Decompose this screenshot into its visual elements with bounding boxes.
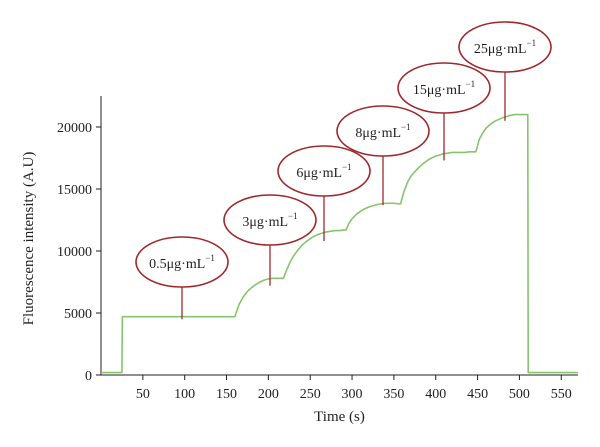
x-tick-label: 50 xyxy=(136,387,150,402)
concentration-annotation: 3μg·mL−1 xyxy=(223,194,317,286)
concentration-annotation: 8μg·mL−1 xyxy=(336,105,430,206)
annotation-label: 0.5μg·mL−1 xyxy=(149,253,215,272)
x-axis-label: Time (s) xyxy=(314,409,365,425)
y-tick-label: 10000 xyxy=(57,245,92,260)
x-tick-label: 400 xyxy=(425,387,446,402)
annotation-bubble xyxy=(458,21,552,73)
x-tick-label: 450 xyxy=(467,387,488,402)
axes: 50 100 150 200 250 300 350 400 450 500 550 0 5000 10… xyxy=(57,96,578,402)
concentration-annotation: 25μg·mL−1 xyxy=(458,21,552,121)
annotations: 0.5μg·mL−1 3μg·mL−1 6μg·mL−1 8μg·mL−1 15μg·m… xyxy=(135,21,552,320)
annotation-label: 3μg·mL−1 xyxy=(242,211,297,230)
annotation-label: 25μg·mL−1 xyxy=(474,38,536,57)
x-tick-label: 350 xyxy=(383,387,404,402)
annotation-bubble xyxy=(223,194,317,246)
annotation-bubble xyxy=(135,236,229,288)
y-axis-label: Fluorescence intensity (A.U) xyxy=(21,152,37,326)
y-tick-label: 5000 xyxy=(64,307,92,322)
series-line xyxy=(101,113,578,374)
y-tick-label: 0 xyxy=(85,369,92,384)
x-tick-label: 100 xyxy=(174,387,195,402)
series-layer xyxy=(101,113,578,374)
x-tick-label: 200 xyxy=(258,387,279,402)
x-tick-label: 150 xyxy=(216,387,237,402)
annotation-label: 6μg·mL−1 xyxy=(296,162,351,181)
concentration-annotation: 6μg·mL−1 xyxy=(277,145,371,242)
y-ticks: 0 5000 10000 15000 20000 xyxy=(57,121,101,384)
x-tick-label: 250 xyxy=(300,387,321,402)
annotation-bubble xyxy=(397,62,491,114)
x-tick-label: 300 xyxy=(342,387,363,402)
annotation-label: 8μg·mL−1 xyxy=(355,122,410,141)
x-tick-label: 500 xyxy=(509,387,530,402)
x-tick-label: 550 xyxy=(551,387,572,402)
concentration-annotation: 0.5μg·mL−1 xyxy=(135,236,229,320)
y-tick-label: 20000 xyxy=(57,121,92,136)
y-tick-label: 15000 xyxy=(57,183,92,198)
concentration-annotation: 15μg·mL−1 xyxy=(397,62,491,161)
x-ticks: 50 100 150 200 250 300 350 400 450 500 550 xyxy=(136,375,572,402)
annotation-label: 15μg·mL−1 xyxy=(413,79,475,98)
annotation-bubble xyxy=(277,145,371,197)
annotation-bubble xyxy=(336,105,430,157)
